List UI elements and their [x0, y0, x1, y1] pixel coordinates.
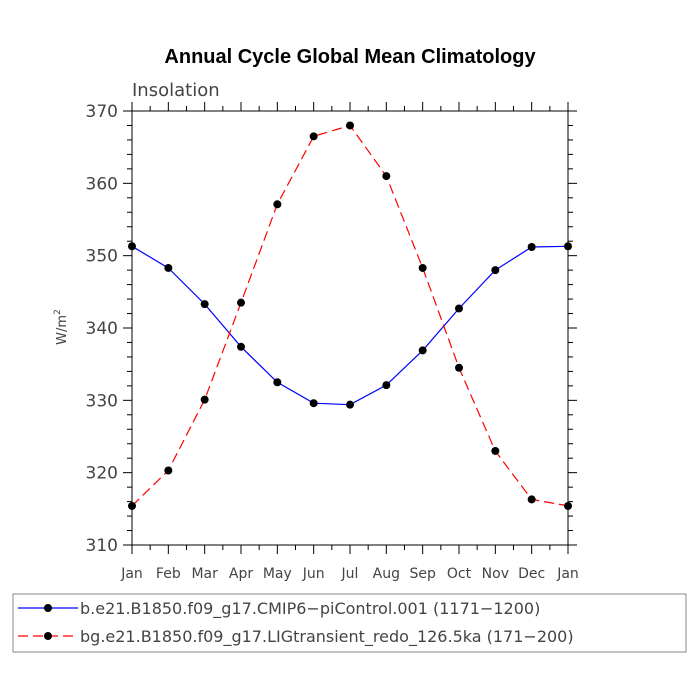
series-1-point: [382, 381, 391, 390]
series-2-point: [382, 172, 391, 181]
series-1-point: [128, 242, 136, 251]
x-tick-label: Feb: [156, 566, 181, 582]
series-2-point: [309, 132, 318, 141]
legend-box: [12, 593, 687, 653]
y-axis-label-exponent: 2: [53, 309, 63, 315]
legend: b.e21.B1850.f09_g17.CMIP6−piControl.001 …: [12, 593, 687, 653]
y-tick-label: 350: [86, 247, 118, 267]
x-tick-label: Nov: [482, 566, 509, 582]
series-2-point: [455, 363, 463, 372]
series-2-point: [491, 446, 500, 455]
series-2-point: [527, 495, 536, 504]
y-tick-label: 310: [86, 536, 118, 556]
y-tick-label: 320: [86, 464, 118, 484]
x-tick-label: Mar: [191, 566, 218, 582]
x-tick-label: Jul: [341, 566, 359, 582]
chart-title: Annual Cycle Global Mean Climatology: [164, 46, 536, 68]
series-1-point: [455, 304, 463, 313]
series-1-point: [418, 346, 427, 355]
legend-label-1: b.e21.B1850.f09_g17.CMIP6−piControl.001 …: [80, 599, 540, 619]
series-2-point: [564, 501, 572, 510]
series-2-point: [164, 466, 173, 475]
series-2-point: [346, 121, 354, 130]
series-1-point: [491, 266, 500, 275]
x-tick-label: Oct: [447, 566, 472, 582]
y-axis-label-unit: W/m: [55, 315, 70, 345]
y-tick-label: 370: [86, 102, 118, 122]
series-1-point: [309, 399, 318, 408]
x-tick-label: May: [263, 566, 292, 582]
x-tick-label: Jan: [556, 566, 579, 582]
legend-label-2: bg.e21.B1850.f09_g17.LIGtransient_redo_1…: [80, 627, 574, 647]
series-1-point: [564, 242, 572, 251]
series-2-point: [237, 298, 245, 307]
series-2-point: [128, 501, 136, 510]
y-tick-label: 330: [86, 391, 118, 411]
x-tick-label: Sep: [409, 566, 436, 582]
plot-frame: [131, 110, 569, 546]
x-tick-label: Jun: [302, 566, 325, 582]
x-tick-label: Dec: [518, 566, 545, 582]
series-2-point: [200, 395, 209, 404]
series-2-point: [418, 263, 427, 272]
series-1-point: [527, 242, 536, 251]
axes: 310 320 330 340 350 360 370 Jan Feb Mar Apr May Jun J…: [86, 102, 579, 582]
x-tick-label: Apr: [229, 566, 253, 582]
y-tick-label: 340: [86, 319, 118, 339]
chart-subtitle: Insolation: [132, 80, 220, 101]
series-line-2: [131, 124, 569, 507]
x-tick-label: Aug: [373, 566, 400, 582]
series-1-point: [237, 342, 245, 351]
y-tick-label: 360: [86, 174, 118, 194]
series-line-1: [131, 245, 569, 406]
series-1-point: [273, 378, 282, 387]
series-1-point: [200, 300, 209, 309]
series-1-point: [346, 400, 354, 409]
legend-marker-2: [44, 632, 52, 640]
series-2-point: [273, 200, 282, 209]
y-axis-label: W/m2: [53, 309, 70, 345]
series-1-point: [164, 263, 173, 272]
data-series: [128, 121, 572, 510]
legend-marker-1: [44, 604, 52, 612]
x-tick-label: Jan: [120, 566, 143, 582]
